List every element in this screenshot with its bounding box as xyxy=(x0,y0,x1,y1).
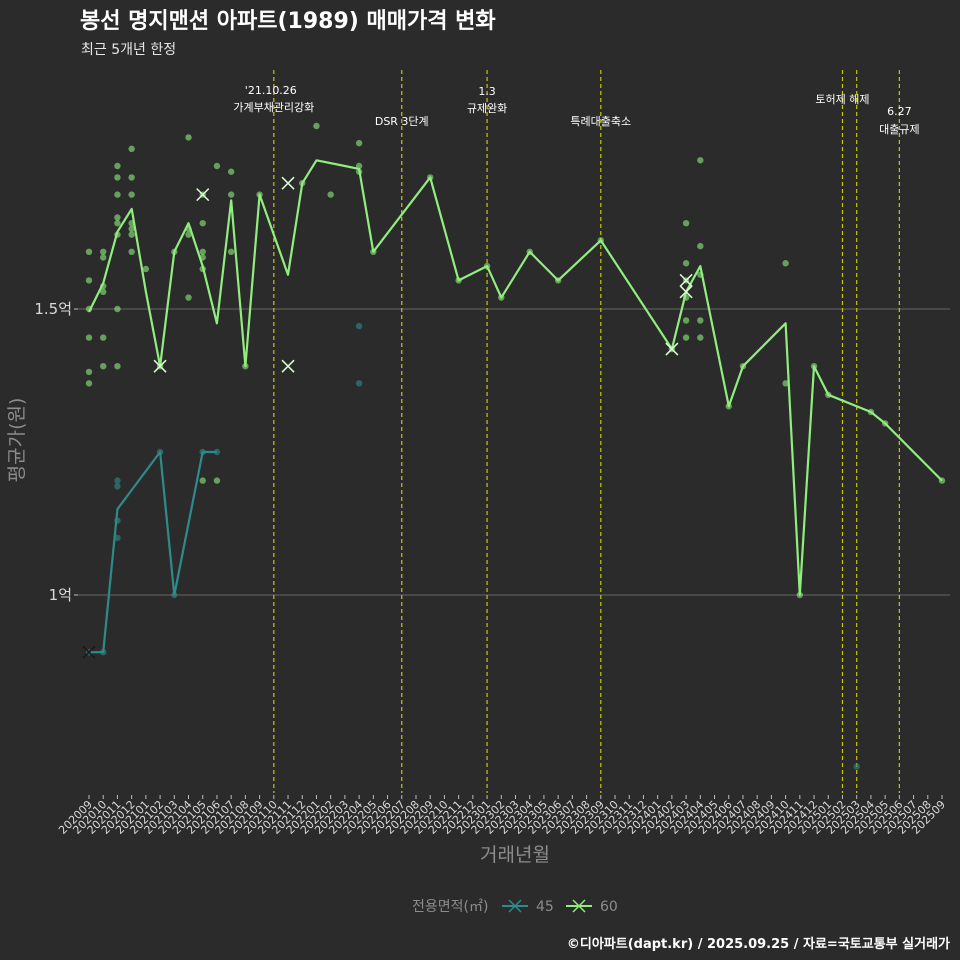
data-point-60 xyxy=(85,368,93,376)
data-point-60 xyxy=(85,277,93,284)
series-line-45 xyxy=(89,450,217,654)
data-point-60 xyxy=(682,334,690,341)
data-point-60 xyxy=(100,254,107,261)
data-point-60 xyxy=(682,317,690,324)
data-point-45 xyxy=(213,448,221,456)
data-point-60 xyxy=(128,225,135,233)
data-point-60 xyxy=(114,305,121,313)
x-axis-label: 거래년월 xyxy=(480,844,550,866)
data-point-60 xyxy=(697,242,704,250)
data-point-60 xyxy=(782,380,789,387)
data-point-60 xyxy=(128,174,135,181)
y-gridlines xyxy=(78,308,950,596)
data-point-60 xyxy=(142,265,150,273)
cross-marker-60 xyxy=(679,285,693,299)
data-point-60 xyxy=(85,334,93,341)
data-point-45 xyxy=(853,763,860,770)
data-point-60 xyxy=(697,317,704,324)
data-point-60 xyxy=(100,334,107,341)
data-point-60 xyxy=(213,162,221,170)
y-tick-label: 1억 xyxy=(49,586,72,604)
event-label: 특례대출축소 xyxy=(570,115,631,128)
data-series xyxy=(82,122,946,770)
event-label: DSR 3단계 xyxy=(375,115,429,128)
data-point-45 xyxy=(114,477,121,484)
data-point-45 xyxy=(114,483,121,490)
y-axis-ticks: 1억 1.5억 xyxy=(34,300,78,604)
legend-label-60: 60 xyxy=(600,899,618,915)
cross-marker-60 xyxy=(153,359,167,373)
legend: 전용면적(㎡) 45 60 xyxy=(412,899,618,915)
cross-marker-60 xyxy=(679,273,693,287)
cross-marker-60 xyxy=(196,188,210,202)
legend-label-45: 45 xyxy=(536,899,554,915)
cross-marker-60 xyxy=(281,176,295,190)
data-point-60 xyxy=(185,294,192,301)
data-point-60 xyxy=(199,220,206,227)
data-point-60 xyxy=(782,260,789,267)
cross-marker-60 xyxy=(665,342,679,356)
event-label: 대출규제 xyxy=(879,123,919,136)
data-point-60 xyxy=(682,260,690,267)
data-point-60 xyxy=(128,145,135,153)
data-point-45 xyxy=(355,322,363,330)
data-point-60 xyxy=(100,288,107,296)
data-point-60 xyxy=(114,363,121,370)
event-label: 가계부채관리강화 xyxy=(233,101,314,114)
event-label: 규제완화 xyxy=(467,102,507,115)
data-point-60 xyxy=(185,231,192,238)
data-point-60 xyxy=(85,248,93,255)
y-tick-label: 1.5억 xyxy=(34,300,72,318)
cross-marker-45 xyxy=(82,645,96,659)
data-point-45 xyxy=(355,380,363,387)
data-point-60 xyxy=(114,174,121,181)
chart-title: 봉선 명지맨션 아파트(1989) 매매가격 변화 xyxy=(80,9,496,34)
data-point-60 xyxy=(227,191,235,198)
legend-cross-60 xyxy=(572,899,586,913)
y-axis-label: 평균가(원) xyxy=(6,398,28,483)
data-point-60 xyxy=(697,157,704,164)
data-point-60 xyxy=(697,334,704,341)
event-label: 토허제 해제 xyxy=(815,92,869,106)
data-point-60 xyxy=(327,191,334,198)
data-point-60 xyxy=(682,220,690,227)
data-point-60 xyxy=(227,168,235,175)
event-label: '21.10.26 xyxy=(245,84,297,97)
event-label: 6.27 xyxy=(887,105,912,118)
data-point-60 xyxy=(128,248,135,255)
caption: ©디아파트(dapt.kr) / 2025.09.25 / 자료=국토교통부 실… xyxy=(567,936,950,952)
data-point-60 xyxy=(100,363,107,370)
chart-subtitle: 최근 5개년 한정 xyxy=(81,42,176,58)
data-point-60 xyxy=(355,139,363,147)
data-point-60 xyxy=(114,220,121,227)
data-point-60 xyxy=(313,122,320,130)
data-point-60 xyxy=(185,134,192,141)
data-point-60 xyxy=(199,248,206,255)
data-point-60 xyxy=(85,380,93,387)
legend-cross-45 xyxy=(508,899,522,913)
event-label: 1.3 xyxy=(478,85,496,98)
series-line-60 xyxy=(88,159,943,597)
cross-marker-60 xyxy=(281,359,295,373)
data-point-60 xyxy=(128,231,135,238)
data-point-60 xyxy=(114,162,121,170)
data-point-60 xyxy=(227,248,235,255)
data-point-60 xyxy=(114,191,121,198)
data-point-60 xyxy=(128,191,135,198)
data-point-60 xyxy=(100,248,107,255)
data-point-60 xyxy=(213,477,221,484)
data-point-45 xyxy=(114,534,121,541)
legend-title: 전용면적(㎡) xyxy=(412,899,488,915)
data-point-60 xyxy=(199,477,206,484)
x-axis-ticks: 2020092020102020112020122021012021022021… xyxy=(56,795,948,837)
data-point-60 xyxy=(114,214,121,221)
